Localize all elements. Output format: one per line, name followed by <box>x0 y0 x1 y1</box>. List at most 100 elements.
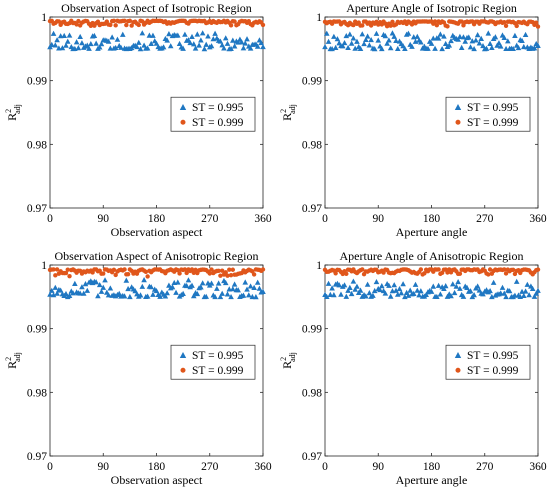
legend-label: ST = 0.999 <box>192 117 244 129</box>
data-point-triangle <box>332 44 339 50</box>
data-point-circle <box>225 273 230 278</box>
data-point-triangle <box>95 293 101 299</box>
data-point-triangle <box>73 39 80 45</box>
data-point-circle <box>457 271 463 276</box>
data-point-circle <box>143 269 149 275</box>
x-tick-label: 180 <box>148 213 166 225</box>
data-point-triangle <box>325 38 332 44</box>
data-point-triangle <box>515 44 522 51</box>
data-point-circle <box>125 272 131 277</box>
data-point-circle <box>140 19 145 24</box>
data-point-triangle <box>57 287 64 293</box>
data-point-triangle <box>490 279 497 285</box>
data-point-circle <box>510 267 516 273</box>
data-point-triangle <box>105 292 112 298</box>
data-point-triangle <box>473 37 479 43</box>
legend-marker-circle <box>180 119 186 125</box>
data-point-triangle <box>84 287 91 293</box>
data-point-triangle <box>109 34 115 40</box>
data-point-triangle <box>489 44 495 51</box>
data-point-circle <box>418 267 424 272</box>
data-point-circle <box>184 270 189 276</box>
data-point-circle <box>535 24 541 29</box>
data-point-triangle <box>428 288 435 294</box>
data-point-circle <box>209 267 214 272</box>
data-point-triangle <box>480 291 486 297</box>
data-point-triangle <box>338 291 344 297</box>
chart-title: Observation Aspect of Isotropic Region <box>61 1 252 15</box>
data-point-triangle <box>48 41 55 47</box>
data-point-triangle <box>345 44 351 51</box>
data-point-triangle <box>453 283 460 289</box>
data-point-triangle <box>334 36 341 42</box>
data-point-triangle <box>439 45 445 52</box>
data-point-triangle <box>497 290 504 296</box>
data-point-circle <box>445 24 450 29</box>
data-point-circle <box>436 267 441 272</box>
data-point-triangle <box>47 291 53 297</box>
data-point-triangle <box>457 33 463 39</box>
data-point-circle <box>175 267 180 273</box>
data-point-triangle <box>387 45 394 51</box>
data-point-circle <box>145 274 150 279</box>
data-point-triangle <box>77 33 83 40</box>
data-point-triangle <box>189 282 195 288</box>
data-point-triangle <box>524 281 531 287</box>
y-axis-label-subscript: adj <box>13 352 22 362</box>
data-point-triangle <box>418 288 424 294</box>
data-point-triangle <box>448 37 454 44</box>
data-point-triangle <box>260 43 266 50</box>
data-point-triangle <box>435 282 442 288</box>
data-point-triangle <box>347 284 353 290</box>
data-point-triangle <box>522 288 529 294</box>
data-point-triangle <box>489 293 495 300</box>
y-axis-label: R2adj <box>4 352 22 369</box>
chart-panel-2: Aperture Angle of Isotropic Region 0 90 180… <box>279 1 547 239</box>
chart-title: Observation Aspect of Anisotropic Region <box>55 249 259 263</box>
data-point-circle <box>434 23 440 28</box>
data-point-triangle <box>98 288 105 294</box>
data-point-circle <box>122 267 127 272</box>
x-tick-label: 0 <box>322 461 328 473</box>
data-point-triangle <box>139 283 146 289</box>
data-point-triangle <box>348 290 355 297</box>
data-point-triangle <box>253 294 259 300</box>
data-point-circle <box>260 22 266 28</box>
y-tick-label: 1 <box>316 260 322 272</box>
data-point-triangle <box>389 30 396 36</box>
x-axis-label: Observation aspect <box>111 225 203 239</box>
data-point-triangle <box>418 39 424 45</box>
data-point-triangle <box>247 283 254 289</box>
data-point-triangle <box>190 41 197 47</box>
data-point-triangle <box>442 283 449 289</box>
data-point-triangle <box>363 36 369 43</box>
data-point-triangle <box>382 33 389 39</box>
data-point-triangle <box>414 287 421 293</box>
data-point-triangle <box>251 284 257 290</box>
y-tick-label: 0.97 <box>302 203 322 215</box>
data-point-triangle <box>260 288 266 294</box>
data-point-circle <box>56 19 62 24</box>
data-point-triangle <box>107 45 114 51</box>
data-point-triangle <box>100 284 107 290</box>
data-point-triangle <box>341 39 348 46</box>
chart-panel-4: Aperture Angle of Anisotropic Region 0 90 1… <box>279 249 547 487</box>
data-point-circle <box>232 19 237 24</box>
data-point-triangle <box>135 39 142 45</box>
data-point-triangle <box>496 40 502 46</box>
data-point-triangle <box>457 285 463 291</box>
data-point-triangle <box>506 288 513 294</box>
data-point-triangle <box>379 45 385 52</box>
data-point-triangle <box>215 280 222 286</box>
data-point-circle <box>101 271 106 276</box>
data-point-circle <box>124 22 129 28</box>
data-point-triangle <box>190 293 197 299</box>
data-point-triangle <box>102 277 108 283</box>
y-axis-label-subscript: adj <box>288 104 297 114</box>
data-point-triangle <box>407 287 413 293</box>
data-point-triangle <box>230 286 236 292</box>
data-point-triangle <box>180 290 186 296</box>
x-tick-label: 0 <box>47 213 53 225</box>
chart-title: Aperture Angle of Anisotropic Region <box>340 249 524 263</box>
